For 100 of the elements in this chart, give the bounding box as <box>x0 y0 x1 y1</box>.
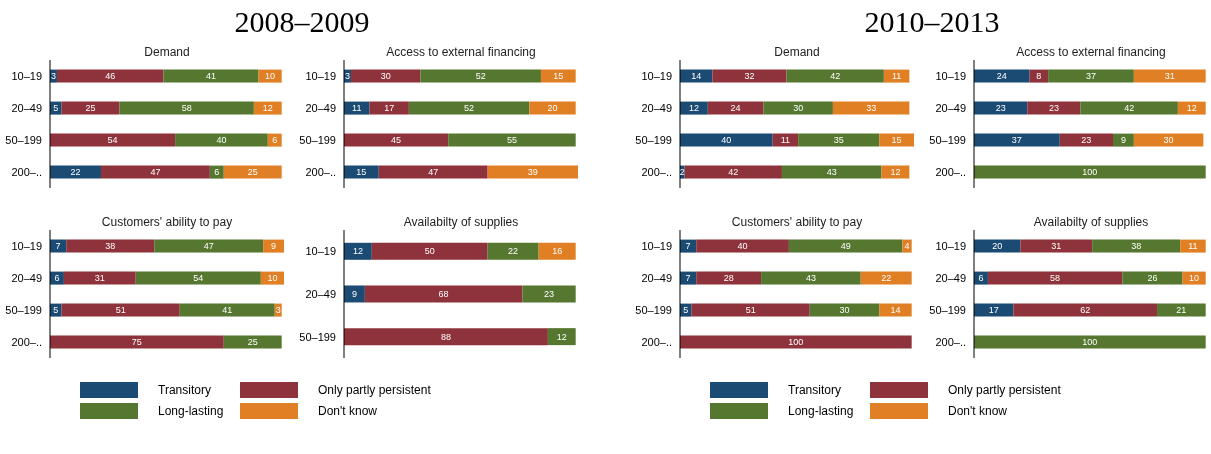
data-label: 40 <box>216 135 227 146</box>
data-label: 8 <box>1036 71 1042 82</box>
data-label: 100 <box>1082 167 1098 178</box>
bar <box>61 101 120 115</box>
data-label: 16 <box>552 246 563 257</box>
bar <box>1059 133 1114 147</box>
y-tick-label: 200–.. <box>11 335 42 348</box>
data-label: 42 <box>1124 103 1135 114</box>
bar <box>879 133 914 147</box>
y-tick-label: 200–.. <box>935 335 966 348</box>
y-tick-label: 50–199 <box>5 133 42 146</box>
data-label: 55 <box>506 135 517 146</box>
data-label: 42 <box>728 167 739 178</box>
data-label: 30 <box>793 103 804 114</box>
y-tick-label: 20–49 <box>641 101 672 114</box>
bar <box>974 335 1206 349</box>
y-tick-label: 10–19 <box>641 239 672 252</box>
y-tick-label: 200–.. <box>305 165 336 178</box>
data-label: 30 <box>1163 135 1174 146</box>
data-label: 40 <box>721 135 732 146</box>
bar <box>798 133 880 147</box>
data-label: 21 <box>1176 305 1187 316</box>
data-label: 11 <box>891 71 902 82</box>
bar <box>344 328 548 346</box>
bar <box>781 165 882 179</box>
data-label: 23 <box>544 288 555 299</box>
data-label: 6 <box>272 135 278 146</box>
data-label: 31 <box>1164 71 1175 82</box>
bar <box>154 239 264 253</box>
bar <box>832 101 910 115</box>
bar <box>538 242 576 260</box>
bar <box>1133 69 1206 83</box>
bar <box>61 303 180 317</box>
data-label: 37 <box>1085 71 1097 82</box>
y-tick-label: 50–199 <box>635 133 672 146</box>
bar <box>1177 101 1206 115</box>
chart-title: Demand <box>773 44 821 60</box>
data-label: 10 <box>267 273 278 284</box>
y-tick-label: 200–.. <box>641 335 672 348</box>
y-tick-label: 20–49 <box>11 101 42 114</box>
data-label: 22 <box>508 246 519 257</box>
y-tick-label: 10–19 <box>11 69 42 82</box>
data-label: 23 <box>1048 103 1059 114</box>
bar <box>350 69 421 83</box>
data-label: 5 <box>683 305 689 316</box>
data-label: 12 <box>1186 103 1197 114</box>
data-label: 52 <box>475 71 486 82</box>
bar <box>974 239 1021 253</box>
data-label: 10 <box>1189 273 1200 284</box>
bar <box>763 101 833 115</box>
bar <box>66 239 155 253</box>
data-label: 58 <box>1050 273 1061 284</box>
bar <box>974 303 1014 317</box>
data-label: 25 <box>247 337 258 348</box>
bar <box>1048 69 1134 83</box>
y-tick-label: 50–199 <box>299 330 336 343</box>
data-label: 58 <box>181 103 192 114</box>
chart-title: Customers' ability to pay <box>730 214 864 230</box>
bar <box>1027 101 1081 115</box>
bar <box>879 303 912 317</box>
bar <box>1092 239 1181 253</box>
data-label: 30 <box>380 71 391 82</box>
data-label: 100 <box>788 337 804 348</box>
bar <box>788 239 903 253</box>
bar <box>974 165 1206 179</box>
y-tick-label: 50–199 <box>5 303 42 316</box>
bar <box>487 242 539 260</box>
data-label: 88 <box>440 331 451 342</box>
data-label: 10 <box>265 71 276 82</box>
data-label: 17 <box>384 103 395 114</box>
data-label: 15 <box>356 167 367 178</box>
y-tick-label: 20–49 <box>11 271 42 284</box>
data-label: 17 <box>988 305 999 316</box>
data-label: 49 <box>840 241 851 252</box>
data-label: 39 <box>527 167 538 178</box>
data-label: 20 <box>992 241 1003 252</box>
data-label: 12 <box>890 167 901 178</box>
data-label: 26 <box>1147 273 1158 284</box>
legend-label: Don't know <box>318 404 377 418</box>
data-label: 47 <box>150 167 161 178</box>
data-label: 9 <box>351 288 357 299</box>
y-tick-label: 20–49 <box>935 101 966 114</box>
data-label: 15 <box>891 135 902 146</box>
bar <box>696 239 789 253</box>
data-label: 3 <box>344 71 350 82</box>
bar <box>408 101 530 115</box>
bar <box>56 69 164 83</box>
legend-label: Only partly persistent <box>948 383 1061 397</box>
y-tick-label: 200–.. <box>11 165 42 178</box>
data-label: 2 <box>679 167 685 178</box>
data-label: 15 <box>553 71 564 82</box>
data-label: 62 <box>1080 305 1091 316</box>
data-label: 52 <box>464 103 475 114</box>
data-label: 25 <box>85 103 96 114</box>
data-label: 6 <box>54 273 60 284</box>
y-tick-label: 50–199 <box>299 133 336 146</box>
y-tick-label: 50–199 <box>929 133 966 146</box>
data-label: 5 <box>53 305 59 316</box>
bar <box>974 69 1030 83</box>
data-label: 47 <box>428 167 439 178</box>
